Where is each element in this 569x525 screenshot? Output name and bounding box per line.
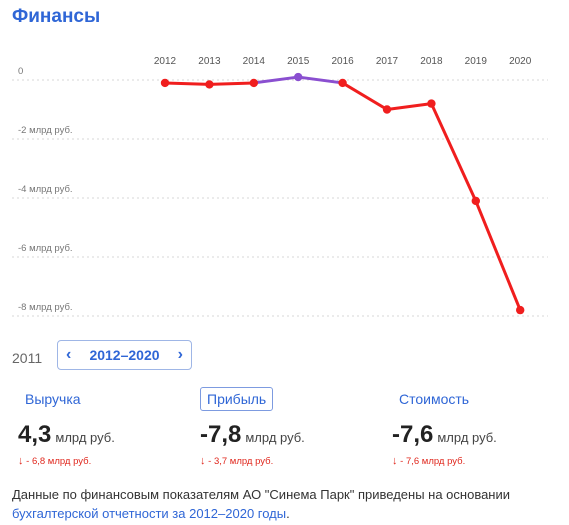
y-tick-label: -8 млрд руб. (18, 302, 73, 313)
x-tick-label: 2018 (420, 56, 443, 67)
metric-delta: - 7,6 млрд руб. (400, 456, 466, 467)
series-line-segment (252, 75, 300, 85)
y-tick-label: -6 млрд руб. (18, 243, 73, 254)
data-point (249, 78, 258, 88)
arrow-down-icon: ↓ (200, 455, 206, 467)
series-line-segment (341, 81, 389, 111)
data-point (516, 305, 525, 315)
x-tick-label: 2015 (287, 56, 310, 67)
y-tick-label: 0 (18, 66, 23, 77)
metric-delta: - 3,7 млрд руб. (208, 456, 274, 467)
data-point (160, 78, 170, 88)
profit-line-chart: 0 -2 млрд руб. -4 млрд руб. -6 млрд руб. -8 … (12, 56, 548, 317)
series-line-segment (163, 81, 211, 86)
series-line-segment (296, 75, 345, 85)
metric-value-cost: Стоимость -7,6 млрд руб. ↓ - 7,6 млрд руб… (392, 387, 497, 467)
x-tick-label: 2013 (198, 56, 221, 67)
accounting-report-link[interactable]: бухгалтерской отчетности за 2012–2020 го… (12, 506, 287, 521)
series-line-segment (385, 102, 433, 111)
x-tick-label: 2012 (154, 56, 177, 67)
y-tick-label: -4 млрд руб. (18, 184, 73, 195)
metric-unit: млрд руб. (245, 430, 305, 445)
section-title: Финансы (12, 6, 101, 27)
x-tick-label: 2016 (331, 56, 354, 67)
data-point (338, 78, 347, 88)
x-tick-label: 2020 (509, 56, 532, 67)
metric-value: -7,6 (392, 421, 434, 448)
y-tick-label: -2 млрд руб. (18, 125, 73, 136)
series-line-segment (474, 199, 522, 312)
data-source-note: Данные по финансовым показателям АО "Син… (12, 485, 552, 523)
series-line-segment (429, 102, 478, 203)
data-point (427, 99, 436, 108)
tab-value[interactable]: Стоимость (399, 391, 470, 407)
x-tick-label: 2019 (465, 56, 488, 67)
data-point (471, 196, 480, 206)
arrow-down-icon: ↓ (18, 455, 24, 467)
year-range-selector[interactable]: ‹ 2012–2020 › (57, 340, 192, 370)
data-point (205, 80, 214, 89)
series-line-segment (207, 81, 256, 86)
range-start-year[interactable]: 2011 (12, 350, 43, 366)
tab-revenue[interactable]: Выручка (25, 391, 81, 407)
data-point (382, 105, 392, 114)
metric-profit: Прибыль -7,8 млрд руб. ↓ - 3,7 млрд руб. (200, 387, 305, 467)
note-text: Данные по финансовым показателям АО "Син… (12, 487, 511, 502)
x-tick-label: 2014 (243, 56, 266, 67)
metric-value: -7,8 (200, 421, 242, 448)
metric-value: 4,3 (18, 421, 52, 448)
x-tick-label: 2017 (376, 56, 399, 67)
chevron-right-icon[interactable]: › (177, 346, 183, 363)
chevron-left-icon[interactable]: ‹ (66, 346, 72, 363)
metric-delta: - 6,8 млрд руб. (26, 456, 92, 467)
metric-unit: млрд руб. (437, 430, 497, 445)
note-text-end: . (286, 506, 290, 521)
arrow-down-icon: ↓ (392, 455, 398, 467)
metric-revenue: Выручка 4,3 млрд руб. ↓ - 6,8 млрд руб. (18, 387, 115, 467)
year-range-label: 2012–2020 (89, 347, 160, 363)
metric-unit: млрд руб. (55, 430, 115, 445)
tab-profit[interactable]: Прибыль (200, 387, 274, 411)
data-point (294, 72, 303, 82)
